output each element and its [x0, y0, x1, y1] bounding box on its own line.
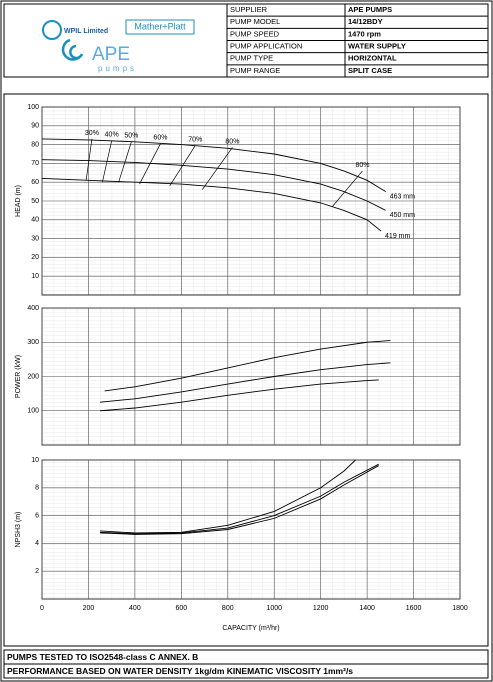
x-tick-label: 400 [129, 605, 141, 612]
efficiency-curve [332, 170, 363, 207]
curve-label: 450 mm [390, 212, 415, 219]
spec-value: WATER SUPPLY [348, 42, 406, 51]
spec-value: 1470 rpm [348, 29, 381, 38]
curve-label: 419 mm [385, 233, 410, 240]
y-tick-label: 80 [31, 141, 39, 148]
efficiency-curve [118, 141, 132, 183]
x-tick-label: 1200 [313, 605, 329, 612]
efficiency-label: 80% [225, 138, 239, 145]
chart-box [3, 93, 489, 647]
y-tick-label: 100 [27, 408, 39, 415]
wpil-logo [42, 20, 62, 40]
curve [100, 463, 379, 535]
x-axis-label: CAPACITY (m³/hr) [222, 625, 279, 632]
y-tick-label: 90 [31, 123, 39, 130]
spec-value: HORIZONTAL [348, 54, 397, 63]
curve [41, 177, 382, 232]
y-tick-label: 70 [31, 160, 39, 167]
efficiency-label: 70% [188, 136, 202, 143]
spec-table: SUPPLIER APE PUMPS PUMP MODEL 14/12BDY PUMP … [227, 4, 488, 77]
curve [100, 459, 356, 534]
y-tick-label: 4 [35, 540, 39, 547]
y-tick-label: 400 [27, 305, 39, 312]
wpil-name: WPIL Limited [64, 28, 108, 35]
curve-label: 463 mm [390, 193, 415, 200]
y-axis-label: HEAD (m) [15, 185, 22, 217]
efficiency-label: 30% [85, 130, 99, 137]
x-tick-label: 0 [40, 605, 44, 612]
x-tick-label: 600 [175, 605, 187, 612]
y-axis-label: NPSH3 (m) [15, 512, 22, 548]
spec-label: PUMP APPLICATION [230, 42, 302, 51]
mp-logo [125, 19, 195, 35]
y-tick-label: 2 [35, 568, 39, 575]
x-tick-label: 200 [83, 605, 95, 612]
efficiency-label: 50% [124, 133, 138, 140]
y-tick-label: 8 [35, 485, 39, 492]
efficiency-label: 60% [153, 135, 167, 142]
efficiency-curve [85, 138, 93, 181]
ape-name: APE [92, 44, 130, 65]
spec-value: 14/12BDY [348, 17, 383, 26]
y-tick-label: 60 [31, 179, 39, 186]
curve [100, 379, 379, 412]
curve [41, 138, 386, 192]
y-tick-label: 6 [35, 512, 39, 519]
curve [104, 340, 391, 392]
x-tick-label: 1800 [452, 605, 468, 612]
spec-label: PUMP TYPE [230, 54, 273, 63]
x-tick-label: 1000 [266, 605, 282, 612]
x-tick-label: 800 [222, 605, 234, 612]
y-tick-label: 50 [31, 198, 39, 205]
x-tick-label: 1400 [359, 605, 375, 612]
footer-line: PUMPS TESTED TO ISO2548-class C ANNEX. B [7, 652, 198, 662]
spec-label: PUMP RANGE [230, 66, 280, 75]
efficiency-label: 80% [355, 162, 369, 169]
spec-value: APE PUMPS [348, 5, 392, 14]
curve [100, 362, 391, 403]
y-tick-label: 30 [31, 235, 39, 242]
spec-label: SUPPLIER [230, 5, 268, 14]
spec-label: PUMP SPEED [230, 29, 280, 38]
footer-line: PERFORMANCE BASED ON WATER DENSITY 1kg/d… [7, 666, 353, 676]
efficiency-curve [201, 147, 233, 190]
y-tick-label: 40 [31, 217, 39, 224]
y-tick-label: 200 [27, 373, 39, 380]
y-tick-label: 300 [27, 339, 39, 346]
y-axis-label: POWER (kW) [15, 355, 22, 398]
efficiency-curve [139, 143, 161, 185]
spec-value: SPLIT CASE [348, 66, 392, 75]
curve [100, 465, 379, 535]
efficiency-curve [169, 145, 196, 187]
y-tick-label: 20 [31, 254, 39, 261]
efficiency-curve [102, 140, 113, 183]
y-tick-label: 100 [27, 104, 39, 111]
plot-area [41, 459, 461, 600]
ape-sub: pumps [98, 64, 137, 73]
mp-name: Mather+Platt [134, 21, 186, 31]
y-tick-label: 10 [31, 457, 39, 464]
y-tick-label: 10 [31, 273, 39, 280]
spec-label: PUMP MODEL [230, 17, 280, 26]
ape-swirl [61, 38, 84, 61]
x-tick-label: 1600 [406, 605, 422, 612]
curve [41, 159, 386, 211]
efficiency-label: 40% [105, 132, 119, 139]
